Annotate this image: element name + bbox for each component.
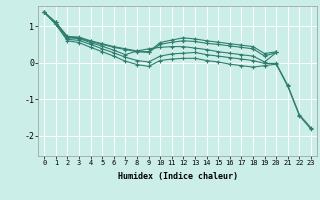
- X-axis label: Humidex (Indice chaleur): Humidex (Indice chaleur): [118, 172, 238, 181]
